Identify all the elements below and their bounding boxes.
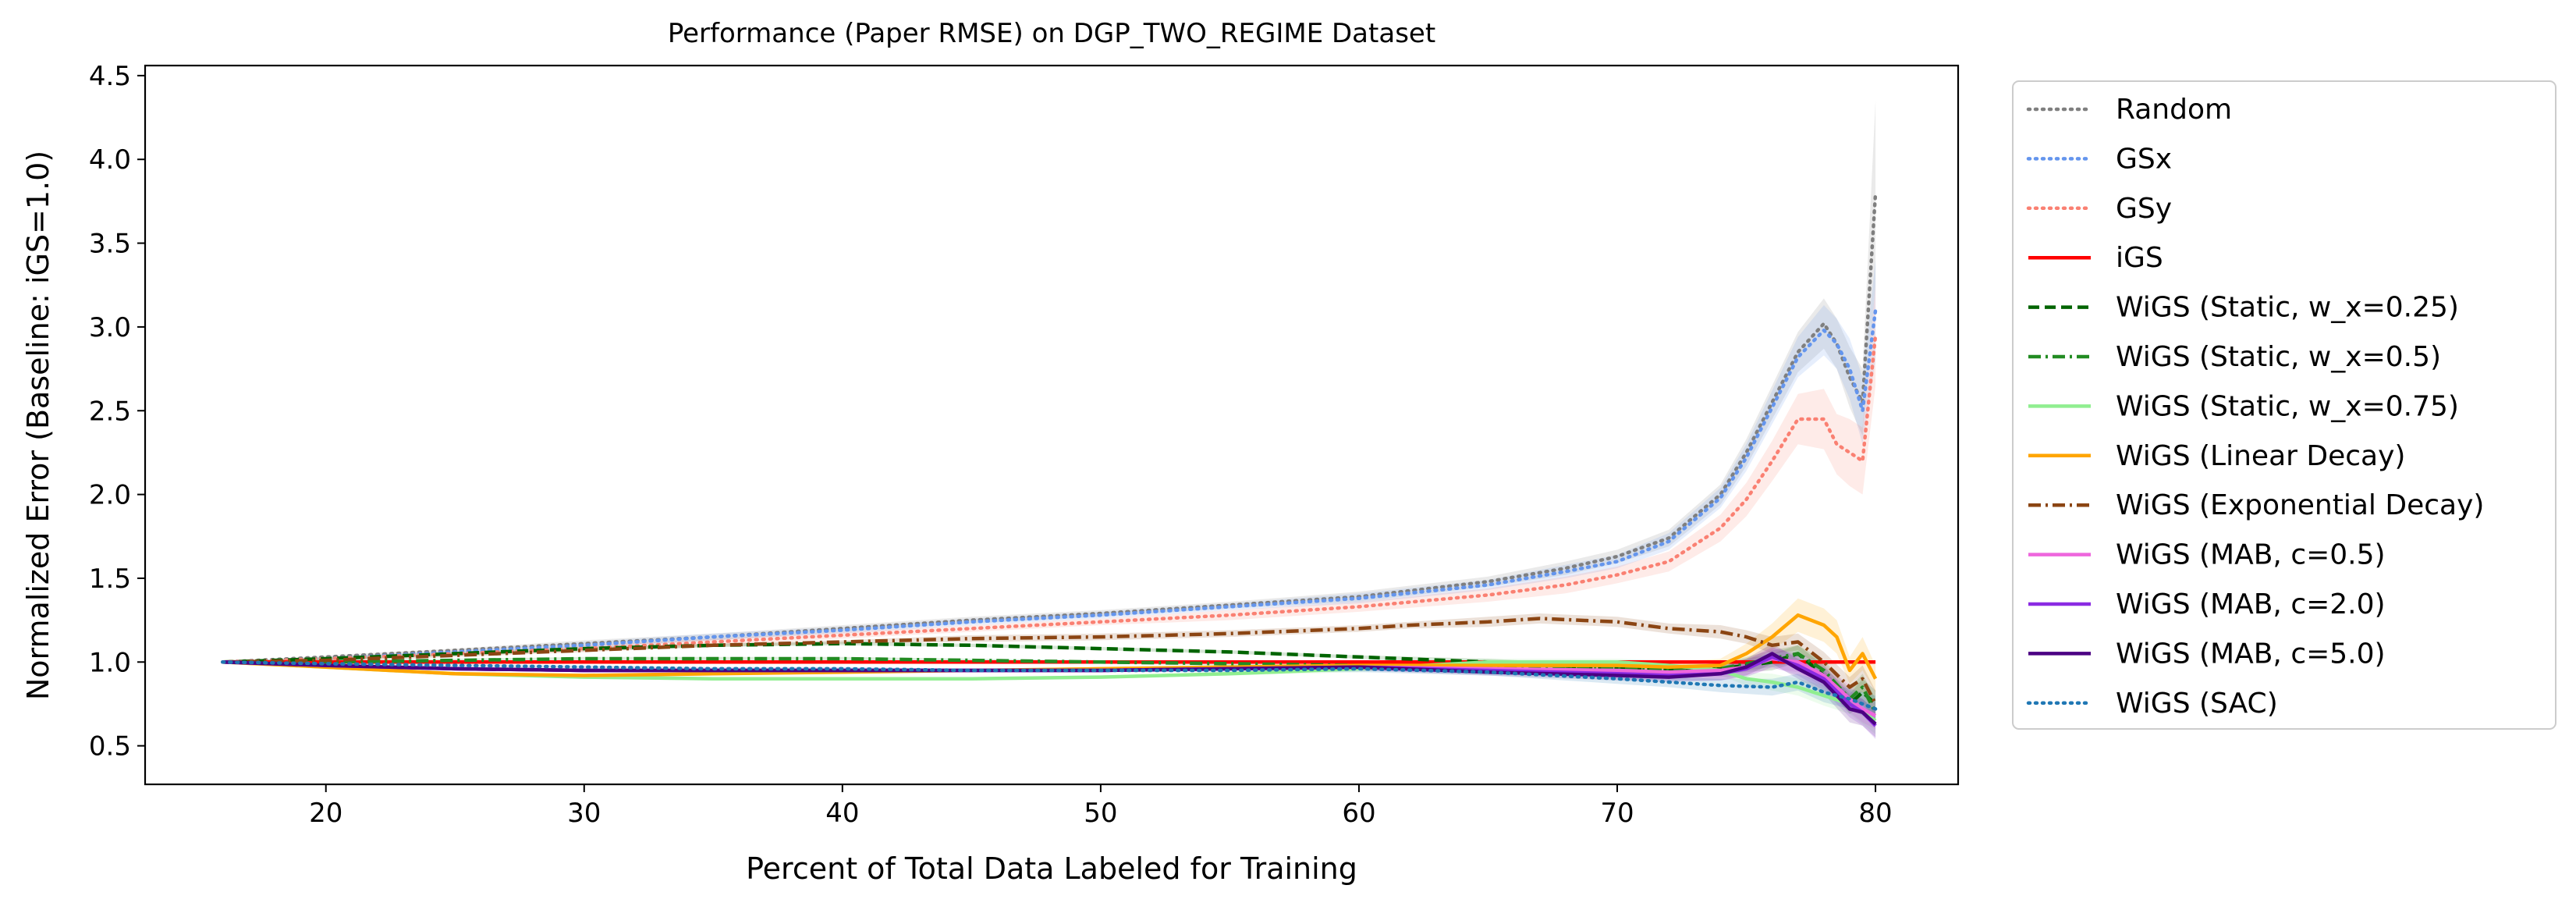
x-tick-label: 20 [309,798,342,829]
x-tick-label: 30 [567,798,601,829]
legend-label: WiGS (Static, w_x=0.25) [2116,292,2459,324]
legend-label: GSy [2116,193,2172,225]
x-axis-label: Percent of Total Data Labeled for Traini… [746,851,1357,886]
line-wigs-exponential-decay [222,617,1878,706]
y-tick-label: 1.0 [89,647,131,678]
legend-label: GSx [2116,143,2172,175]
y-tick-label: 1.5 [89,563,131,595]
y-tick-label: 4.0 [89,144,131,176]
chart-title: Performance (Paper RMSE) on DGP_TWO_REGI… [668,18,1435,49]
plot-frame [144,64,1960,786]
line-random [221,190,1878,664]
y-tick-label: 3.0 [89,312,131,343]
legend-label: WiGS (Static, w_x=0.75) [2116,390,2459,422]
legend-label: WiGS (Static, w_x=0.5) [2116,341,2441,373]
x-tick-label: 80 [1858,798,1892,829]
x-tick-label: 40 [825,798,859,829]
y-tick-label: 0.5 [89,731,131,762]
band-gsx [222,260,1876,663]
x-tick-label: 60 [1342,798,1375,829]
y-axis: 0.5 1.0 1.5 2.0 2.5 3.0 3.5 4.0 4.5 [89,61,145,762]
line-wigs-static-w-x-0-5 [222,652,1878,713]
y-tick-label: 2.5 [89,396,131,427]
legend: Random GSx GSy iGS WiGS (Static, w_x=0.25) Wi… [2012,80,2556,730]
band-wigs-static-w-x-0-5 [222,645,1876,726]
legend-label: WiGS (MAB, c=0.5) [2116,539,2386,571]
y-tick-label: 3.5 [89,229,131,260]
x-tick-label: 50 [1084,798,1117,829]
x-axis: 20 30 40 50 60 70 80 [309,784,1893,829]
line-wigs-linear-decay [222,613,1878,680]
line-wigs-sac [221,660,1878,711]
legend-label: WiGS (MAB, c=5.0) [2116,638,2386,670]
legend-label: WiGS (Exponential Decay) [2116,489,2484,521]
legend-box [2012,80,2556,730]
legend-label: WiGS (SAC) [2116,688,2278,720]
legend-label: WiGS (Linear Decay) [2116,440,2405,472]
line-gsy [221,333,1878,664]
y-axis-label: Normalized Error (Baseline: iGS=1.0) [21,151,55,700]
legend-label: WiGS (MAB, c=2.0) [2116,588,2386,620]
confidence-bands [222,101,1876,739]
line-gsx [221,308,1878,664]
y-tick-label: 4.5 [89,61,131,92]
band-gsy [222,285,1876,663]
y-tick-label: 2.0 [89,480,131,511]
series-lines [221,190,1878,727]
legend-label: Random [2116,94,2232,126]
x-tick-label: 70 [1600,798,1634,829]
band-wigs-mab-c-5-0 [222,643,1876,738]
legend-label: iGS [2116,242,2163,274]
